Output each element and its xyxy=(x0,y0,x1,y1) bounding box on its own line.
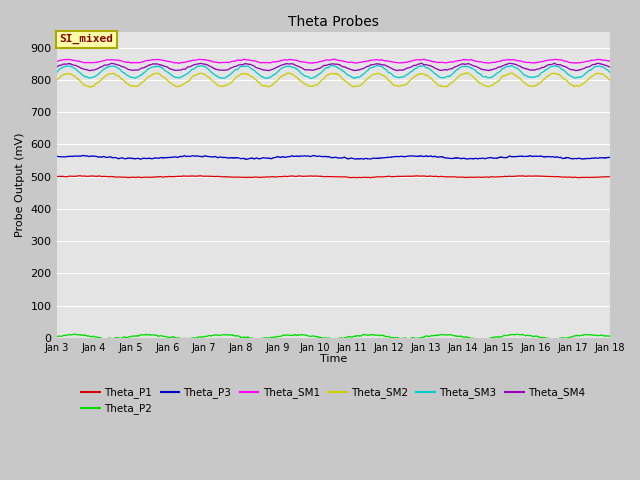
Theta_SM1 xyxy=(606,58,614,64)
Legend: Theta_P1, Theta_P2, Theta_P3, Theta_SM1, Theta_SM2, Theta_SM3, Theta_SM4: Theta_P1, Theta_P2, Theta_P3, Theta_SM1,… xyxy=(77,383,589,419)
Theta_SM4 xyxy=(349,68,357,73)
Theta_P3 xyxy=(573,156,580,162)
Theta_SM4 xyxy=(52,64,60,70)
Theta_SM3 xyxy=(207,69,214,75)
Theta_P2 xyxy=(404,336,412,342)
Theta_SM4 xyxy=(550,60,558,66)
Theta_SM1 xyxy=(349,60,357,65)
Theta_SM3 xyxy=(557,66,565,72)
Theta_P3 xyxy=(207,154,215,159)
Theta_P2 xyxy=(52,334,60,340)
Y-axis label: Probe Output (mV): Probe Output (mV) xyxy=(15,132,25,237)
Theta_SM4 xyxy=(557,62,565,68)
Theta_SM4 xyxy=(207,64,214,70)
Theta_P1 xyxy=(494,174,502,180)
Theta_P2 xyxy=(349,334,357,339)
Theta_P3 xyxy=(52,154,60,159)
Theta_SM2 xyxy=(207,76,215,82)
Line: Theta_SM1: Theta_SM1 xyxy=(56,59,610,63)
Theta_P1 xyxy=(349,175,357,180)
Theta_SM3 xyxy=(307,76,315,82)
Theta_P3 xyxy=(557,155,565,161)
Theta_SM1 xyxy=(330,56,338,62)
Theta_SM2 xyxy=(557,73,565,79)
Theta_SM2 xyxy=(495,78,502,84)
Theta_P1 xyxy=(557,174,565,180)
Theta_SM1 xyxy=(573,60,580,66)
Theta_P3 xyxy=(606,155,614,160)
Theta_P1 xyxy=(207,173,215,179)
Theta_SM2 xyxy=(86,84,93,90)
Theta_SM2 xyxy=(52,77,60,83)
Theta_SM2 xyxy=(573,83,580,88)
Theta_P1 xyxy=(606,174,614,180)
Theta_SM1 xyxy=(557,57,565,63)
Theta_SM4 xyxy=(494,64,502,70)
Line: Theta_SM2: Theta_SM2 xyxy=(56,73,610,87)
Theta_P3 xyxy=(495,155,502,161)
Line: Theta_SM4: Theta_SM4 xyxy=(56,63,610,71)
Theta_P2 xyxy=(207,333,215,339)
Line: Theta_SM3: Theta_SM3 xyxy=(56,65,610,79)
Theta_SM2 xyxy=(349,84,357,90)
X-axis label: Time: Time xyxy=(319,354,347,364)
Theta_P2 xyxy=(573,333,580,338)
Theta_SM3 xyxy=(374,62,381,68)
Theta_SM2 xyxy=(284,70,291,76)
Theta_P1 xyxy=(52,174,60,180)
Theta_SM3 xyxy=(349,75,357,81)
Theta_SM2 xyxy=(606,77,614,83)
Theta_SM2 xyxy=(362,78,369,84)
Theta_SM1 xyxy=(495,59,502,64)
Theta_SM1 xyxy=(207,58,215,64)
Theta_SM4 xyxy=(362,64,369,70)
Theta_P3 xyxy=(349,156,357,161)
Theta_SM1 xyxy=(175,60,182,66)
Theta_P2 xyxy=(70,331,77,337)
Theta_SM4 xyxy=(265,68,273,73)
Theta_SM3 xyxy=(495,70,502,75)
Theta_SM1 xyxy=(362,59,369,64)
Line: Theta_P1: Theta_P1 xyxy=(56,176,610,178)
Theta_SM3 xyxy=(573,74,580,80)
Theta_P1 xyxy=(573,175,580,180)
Theta_P2 xyxy=(495,334,502,340)
Line: Theta_P3: Theta_P3 xyxy=(56,156,610,159)
Theta_SM4 xyxy=(606,64,614,70)
Theta_P1 xyxy=(362,175,369,180)
Theta_SM3 xyxy=(362,70,369,75)
Theta_P3 xyxy=(80,153,88,158)
Theta_SM3 xyxy=(52,70,60,75)
Theta_P2 xyxy=(606,333,614,339)
Theta_P3 xyxy=(243,156,251,162)
Line: Theta_P2: Theta_P2 xyxy=(56,334,610,339)
Title: Theta Probes: Theta Probes xyxy=(288,15,379,29)
Theta_P2 xyxy=(362,332,369,337)
Theta_P3 xyxy=(362,156,369,161)
Theta_P1 xyxy=(574,175,582,180)
Theta_P1 xyxy=(196,173,204,179)
Theta_P2 xyxy=(557,335,565,341)
Theta_SM4 xyxy=(573,68,580,73)
Theta_SM1 xyxy=(52,59,60,65)
Theta_SM3 xyxy=(606,69,614,75)
Text: SI_mixed: SI_mixed xyxy=(60,34,113,45)
